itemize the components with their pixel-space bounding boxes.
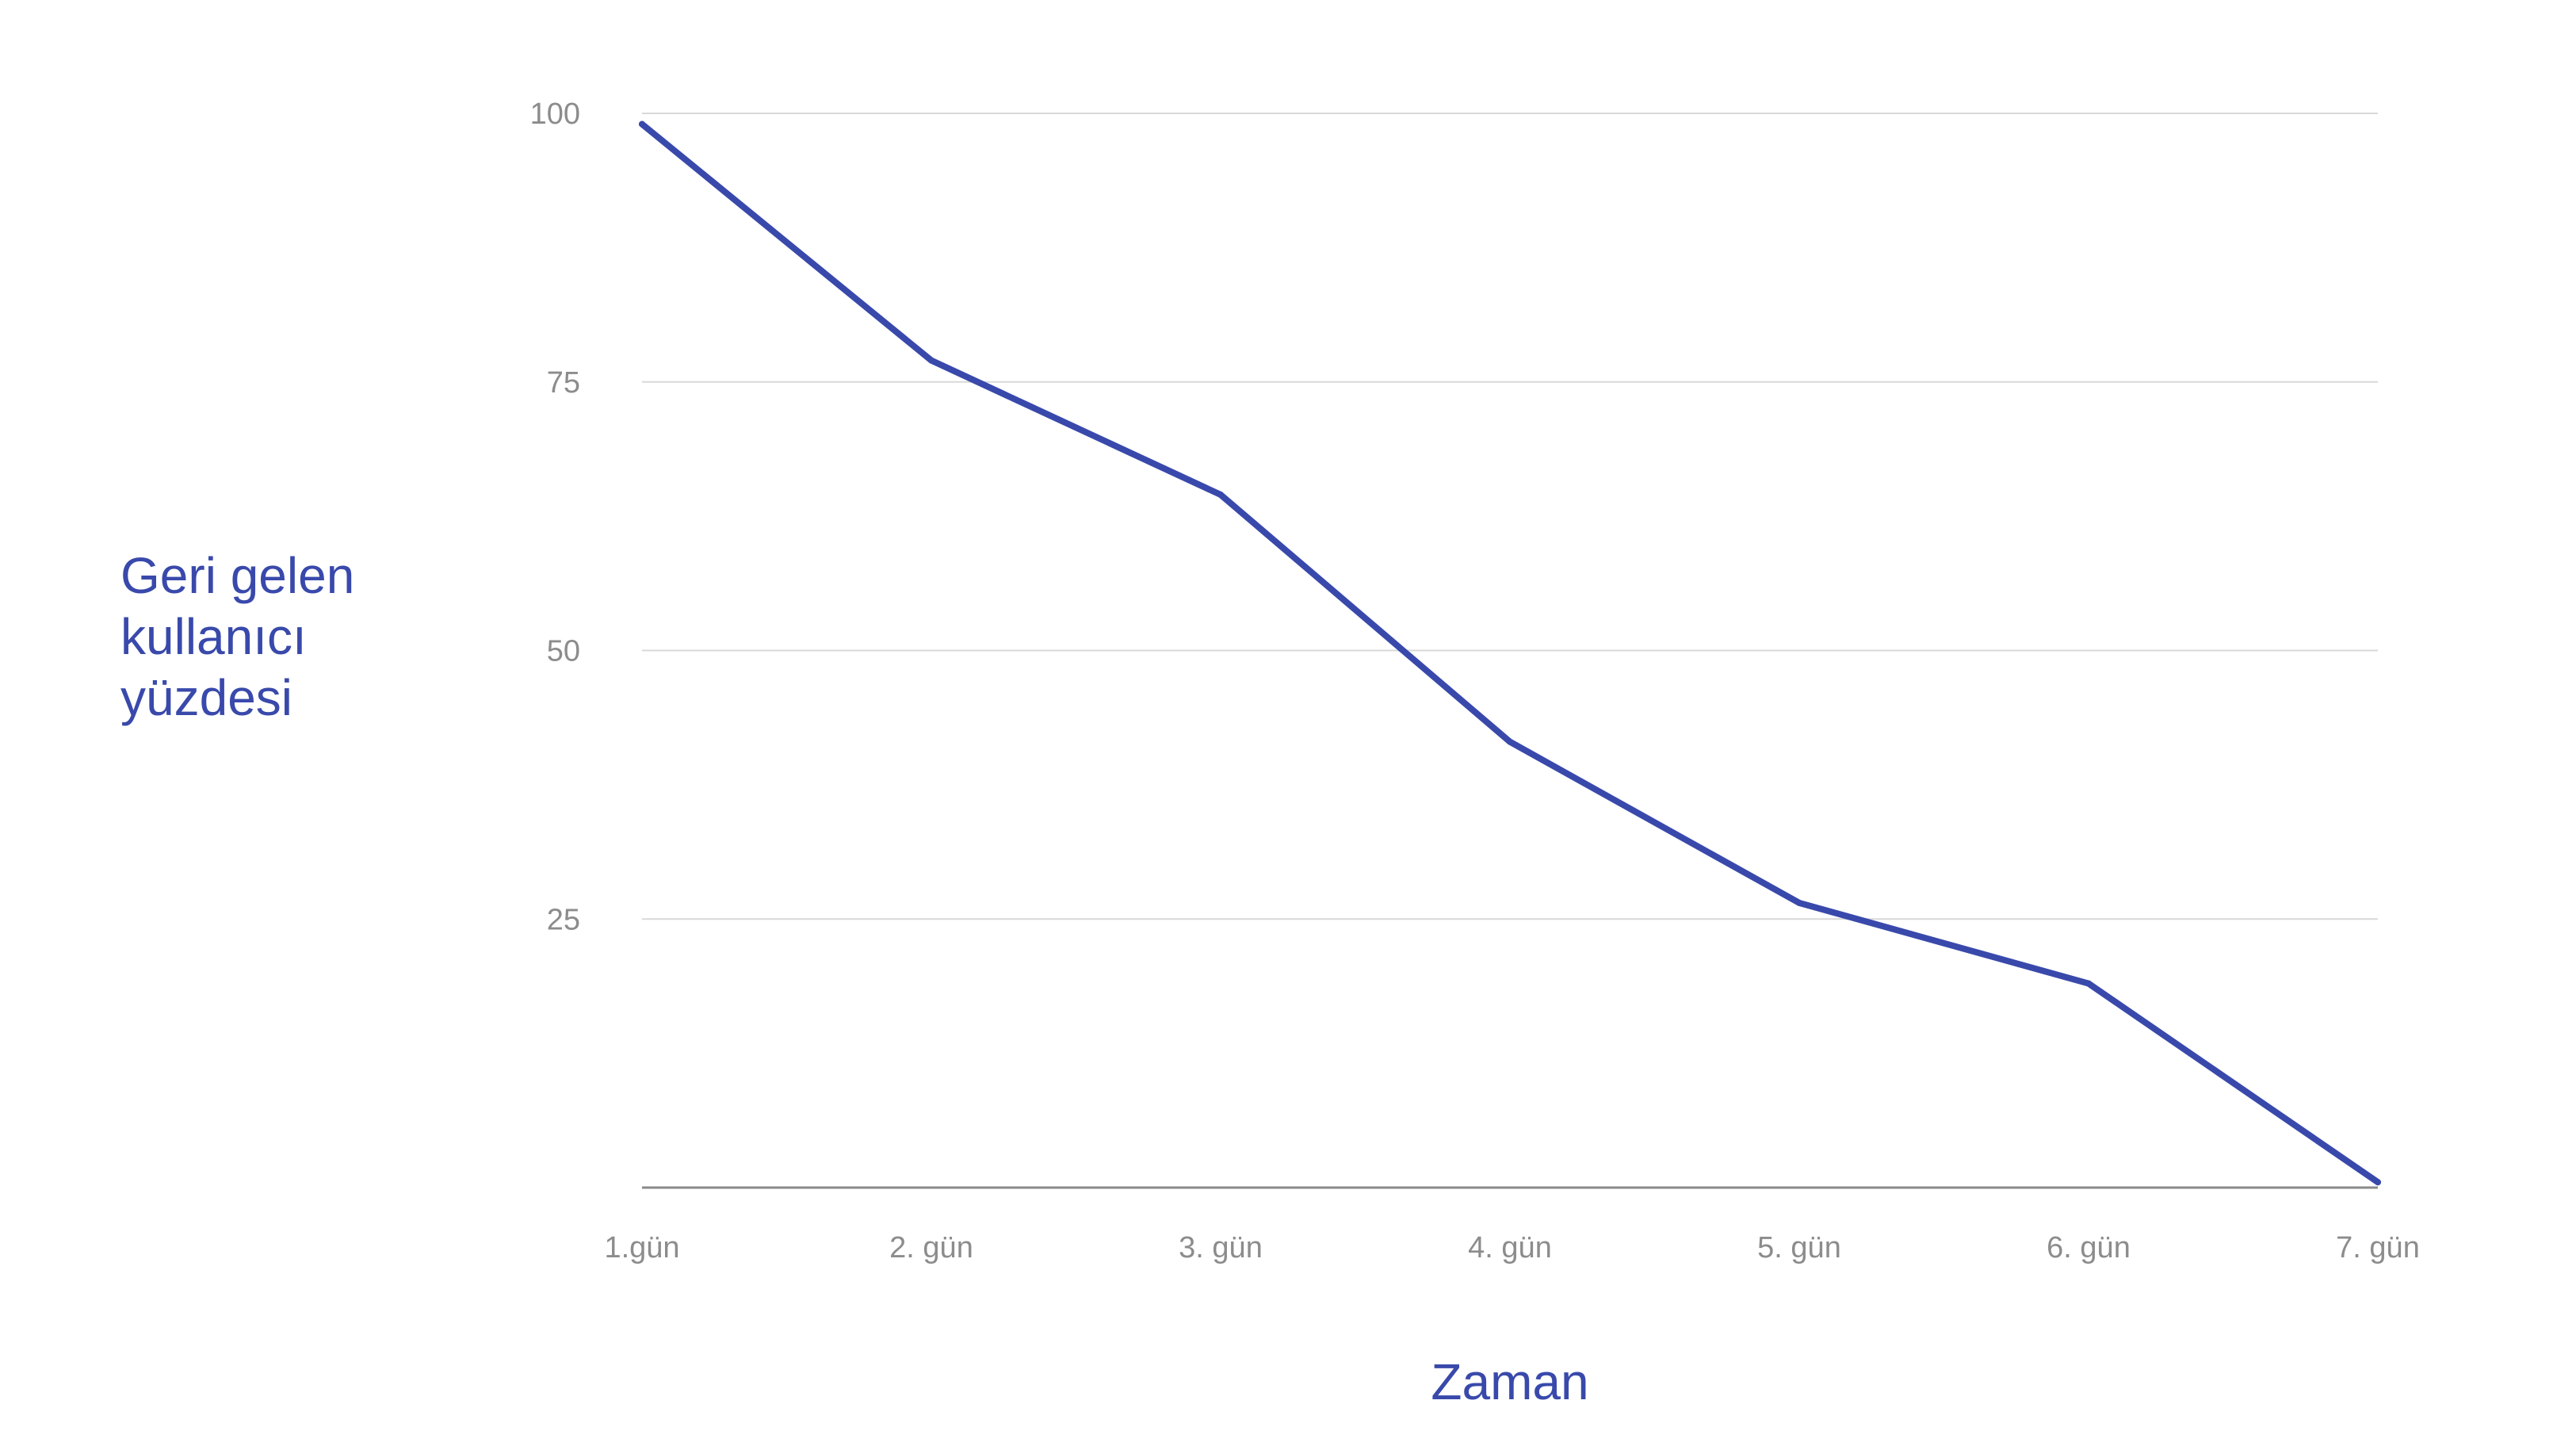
series-line-1 [639, 121, 2381, 1186]
x-axis-ticks: 1.gün 2. gün 3. gün 4. gün 5. gün 6. gün 7. gü… [604, 1231, 2419, 1264]
x-tick-label-2: 2. gün [889, 1231, 973, 1264]
y-axis-title-line-2: kullanıcı [120, 608, 307, 665]
x-tick-label-6: 6. gün [2047, 1231, 2131, 1264]
y-tick-label-25: 25 [547, 903, 580, 936]
y-axis-title: Geri gelen kullanıcı yüzdesi [120, 547, 369, 726]
gridlines [642, 113, 2378, 1189]
x-tick-label-3: 3. gün [1179, 1231, 1263, 1264]
x-tick-label-1: 1.gün [604, 1231, 679, 1264]
y-tick-label-75: 75 [547, 366, 580, 400]
y-axis-title-line-3: yüzdesi [120, 669, 292, 726]
data-point-1 [639, 121, 645, 128]
x-tick-label-5: 5. gün [1757, 1231, 1841, 1264]
data-point-3 [1217, 492, 1224, 499]
data-point-4 [1507, 738, 1513, 745]
data-point-2 [928, 357, 934, 364]
data-point-6 [2085, 980, 2092, 987]
y-axis-title-line-1: Geri gelen [120, 547, 354, 604]
y-tick-label-50: 50 [547, 635, 580, 668]
y-tick-label-100: 100 [530, 98, 580, 131]
x-axis-title: Zaman [1431, 1353, 1588, 1410]
y-axis-ticks: 25 50 75 100 [530, 98, 580, 936]
data-point-7 [2375, 1179, 2381, 1186]
data-point-5 [1796, 899, 1802, 906]
x-tick-label-7: 7. gün [2336, 1231, 2420, 1264]
series-layer [639, 121, 2381, 1186]
x-tick-label-4: 4. gün [1468, 1231, 1552, 1264]
